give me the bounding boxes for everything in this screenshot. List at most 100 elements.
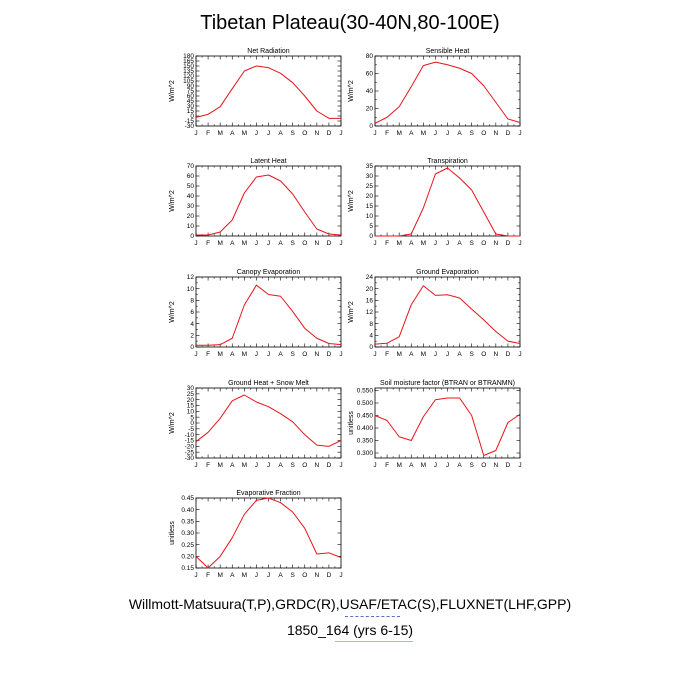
x-tick-label: S xyxy=(290,462,295,469)
x-tick-label: J xyxy=(434,351,437,358)
y-tick-label: 10 xyxy=(366,213,374,220)
y-tick-label: 10 xyxy=(187,223,195,230)
x-tick-label: F xyxy=(385,240,389,247)
panel-title: Canopy Evaporation xyxy=(237,269,301,276)
series-line xyxy=(374,397,521,456)
y-tick-label: 0.35 xyxy=(181,519,194,526)
figure-title: Tibetan Plateau(30-40N,80-100E) xyxy=(200,12,500,34)
y-tick-label: 20 xyxy=(187,213,195,220)
y-tick-label: 60 xyxy=(187,173,195,180)
x-tick-label: J xyxy=(434,462,437,469)
x-tick-label: M xyxy=(396,351,401,358)
y-tick-label: -30 xyxy=(185,123,195,130)
x-tick-label: D xyxy=(506,240,511,247)
x-tick-label: A xyxy=(409,130,414,137)
x-tick-label: A xyxy=(230,240,235,247)
x-tick-label: J xyxy=(194,240,197,247)
x-tick-label: O xyxy=(302,462,307,469)
y-tick-label: 0.40 xyxy=(181,507,194,514)
x-tick-label: D xyxy=(327,462,332,469)
footer-case: 1850_164 (yrs 6-15) xyxy=(286,622,414,638)
x-tick-label: J xyxy=(518,351,521,358)
x-tick-label: J xyxy=(339,130,342,137)
y-tick-label: 120 xyxy=(183,73,194,80)
x-tick-label: J xyxy=(194,572,197,579)
x-tick-label: M xyxy=(217,351,222,358)
y-tick-label: 105 xyxy=(183,78,194,85)
x-tick-label: J xyxy=(194,462,197,469)
y-tick-label: 180 xyxy=(183,53,194,60)
panel-title: Evaporative Fraction xyxy=(236,490,300,497)
series-line xyxy=(374,61,521,124)
y-tick-label: 20 xyxy=(366,286,374,293)
plot-frame xyxy=(195,165,342,237)
y-tick-label: 0 xyxy=(190,113,194,120)
y-axis-label: W/m^2 xyxy=(348,80,355,102)
footer-underline xyxy=(335,641,413,642)
x-tick-label: S xyxy=(469,351,474,358)
x-tick-label: J xyxy=(339,240,342,247)
x-tick-label: S xyxy=(290,351,295,358)
y-tick-label: 60 xyxy=(187,93,195,100)
y-tick-label: 30 xyxy=(187,385,195,392)
x-tick-label: J xyxy=(518,240,521,247)
y-tick-label: 80 xyxy=(366,53,374,60)
y-tick-label: 0 xyxy=(369,123,373,130)
y-tick-label: 20 xyxy=(366,193,374,200)
y-tick-label: 15 xyxy=(187,108,195,115)
x-tick-label: O xyxy=(481,130,486,137)
x-tick-label: O xyxy=(302,351,307,358)
y-tick-label: 35 xyxy=(366,163,374,170)
x-tick-label: S xyxy=(290,572,295,579)
panel-title: Soil moisture factor (BTRAN or BTRANMN) xyxy=(380,380,515,387)
y-tick-label: 150 xyxy=(183,63,194,70)
x-tick-label: J xyxy=(373,462,376,469)
y-tick-label: 60 xyxy=(366,71,374,78)
x-tick-label: J xyxy=(446,351,449,358)
y-tick-label: 8 xyxy=(369,321,373,328)
x-tick-label: N xyxy=(314,572,319,579)
x-tick-label: J xyxy=(255,240,258,247)
x-tick-label: J xyxy=(255,351,258,358)
y-tick-label: 0.30 xyxy=(181,530,194,537)
x-tick-label: F xyxy=(385,351,389,358)
x-tick-label: F xyxy=(385,462,389,469)
y-axis-label: unitless xyxy=(348,411,355,435)
y-tick-label: -15 xyxy=(185,118,195,125)
x-tick-label: A xyxy=(457,130,462,137)
x-tick-label: N xyxy=(314,351,319,358)
y-tick-label: 70 xyxy=(187,163,195,170)
x-tick-label: J xyxy=(267,130,270,137)
y-tick-label: 0.20 xyxy=(181,554,194,561)
x-tick-label: D xyxy=(327,240,332,247)
y-tick-label: 2 xyxy=(190,333,194,340)
y-tick-label: 12 xyxy=(187,274,195,281)
x-tick-label: N xyxy=(314,240,319,247)
x-tick-label: A xyxy=(278,130,283,137)
y-axis-label: unitless xyxy=(169,521,176,545)
plot-frame xyxy=(195,497,342,569)
y-tick-label: 50 xyxy=(187,183,195,190)
x-tick-label: F xyxy=(206,572,210,579)
y-axis-label: W/m^2 xyxy=(169,301,176,323)
x-tick-label: D xyxy=(327,572,332,579)
y-tick-label: 6 xyxy=(190,309,194,316)
x-tick-label: M xyxy=(242,462,247,469)
y-tick-label: -20 xyxy=(185,444,195,451)
y-tick-label: 25 xyxy=(187,391,195,398)
x-tick-label: M xyxy=(242,130,247,137)
x-tick-label: A xyxy=(457,462,462,469)
x-tick-label: N xyxy=(493,130,498,137)
y-tick-label: 24 xyxy=(366,274,374,281)
y-tick-label: 135 xyxy=(183,68,194,75)
x-tick-label: J xyxy=(255,130,258,137)
y-tick-label: 45 xyxy=(187,98,195,105)
y-tick-label: 40 xyxy=(366,88,374,95)
y-tick-label: 10 xyxy=(187,286,195,293)
